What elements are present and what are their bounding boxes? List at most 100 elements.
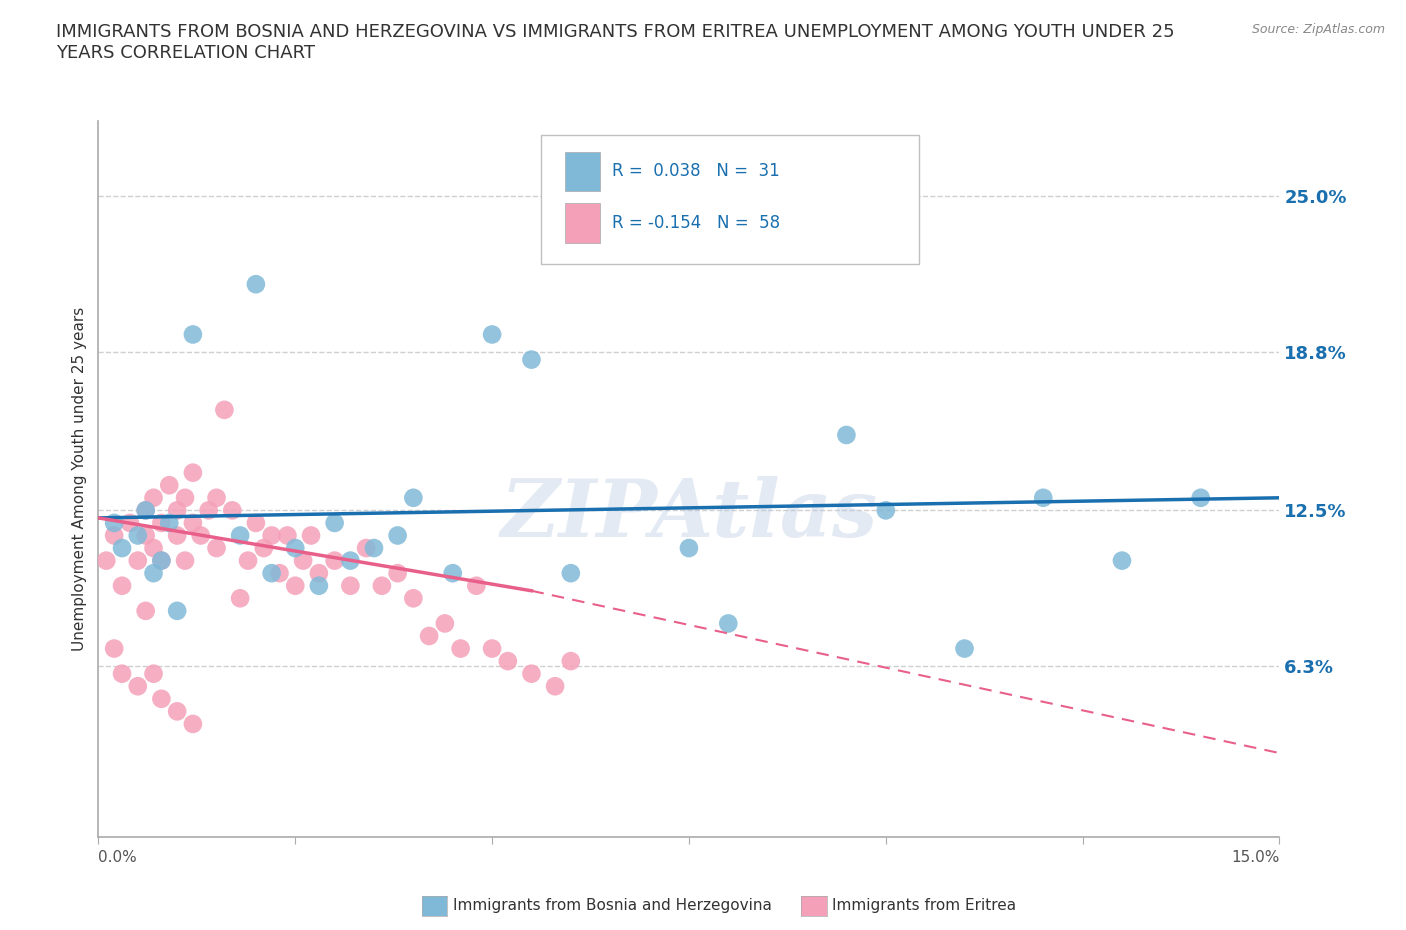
Point bbox=[174, 553, 197, 568]
Point bbox=[953, 641, 976, 656]
Point bbox=[835, 428, 858, 443]
Point bbox=[142, 540, 165, 555]
Point bbox=[450, 641, 472, 656]
Text: 0.0%: 0.0% bbox=[98, 850, 138, 865]
Point bbox=[127, 679, 149, 694]
Point bbox=[135, 503, 157, 518]
Text: Immigrants from Bosnia and Herzegovina: Immigrants from Bosnia and Herzegovina bbox=[453, 898, 772, 913]
Point bbox=[166, 604, 188, 618]
Point bbox=[323, 515, 346, 530]
Point bbox=[111, 540, 134, 555]
Point bbox=[465, 578, 488, 593]
Point bbox=[1189, 490, 1212, 505]
Point bbox=[135, 604, 157, 618]
Point bbox=[284, 540, 307, 555]
Point bbox=[245, 277, 267, 292]
Point bbox=[142, 490, 165, 505]
Text: R =  0.038   N =  31: R = 0.038 N = 31 bbox=[612, 162, 780, 180]
Point bbox=[150, 553, 173, 568]
Point bbox=[276, 528, 298, 543]
Text: R = -0.154   N =  58: R = -0.154 N = 58 bbox=[612, 214, 780, 232]
Point bbox=[205, 540, 228, 555]
Point bbox=[166, 503, 188, 518]
Point bbox=[96, 553, 118, 568]
Point bbox=[402, 591, 425, 605]
Point bbox=[387, 528, 409, 543]
Point bbox=[363, 540, 385, 555]
Point bbox=[229, 591, 252, 605]
Point bbox=[520, 352, 543, 367]
Point bbox=[103, 515, 125, 530]
Point bbox=[181, 327, 204, 342]
Point bbox=[205, 490, 228, 505]
Point bbox=[260, 565, 283, 580]
Point bbox=[544, 679, 567, 694]
Text: 15.0%: 15.0% bbox=[1232, 850, 1279, 865]
Point bbox=[339, 578, 361, 593]
Point bbox=[135, 503, 157, 518]
Point bbox=[269, 565, 291, 580]
Point bbox=[103, 528, 125, 543]
Point bbox=[678, 540, 700, 555]
FancyBboxPatch shape bbox=[565, 152, 600, 191]
Point bbox=[433, 616, 456, 631]
Point bbox=[441, 565, 464, 580]
Point bbox=[150, 515, 173, 530]
Point bbox=[103, 641, 125, 656]
Point bbox=[560, 654, 582, 669]
Point bbox=[135, 528, 157, 543]
Point bbox=[387, 565, 409, 580]
Point bbox=[111, 578, 134, 593]
Point bbox=[181, 465, 204, 480]
Point bbox=[284, 578, 307, 593]
Point bbox=[127, 553, 149, 568]
Point bbox=[371, 578, 394, 593]
Point bbox=[1111, 553, 1133, 568]
Point bbox=[111, 666, 134, 681]
Point bbox=[150, 553, 173, 568]
Point bbox=[481, 641, 503, 656]
Point bbox=[157, 478, 180, 493]
Point bbox=[142, 666, 165, 681]
Point bbox=[875, 503, 897, 518]
Point bbox=[308, 565, 330, 580]
Point bbox=[166, 704, 188, 719]
Point bbox=[142, 565, 165, 580]
Point bbox=[339, 553, 361, 568]
Text: IMMIGRANTS FROM BOSNIA AND HERZEGOVINA VS IMMIGRANTS FROM ERITREA UNEMPLOYMENT A: IMMIGRANTS FROM BOSNIA AND HERZEGOVINA V… bbox=[56, 23, 1175, 62]
Point bbox=[229, 528, 252, 543]
Point bbox=[481, 327, 503, 342]
Point bbox=[127, 528, 149, 543]
Point bbox=[717, 616, 740, 631]
Point bbox=[323, 553, 346, 568]
Point bbox=[253, 540, 276, 555]
Point bbox=[236, 553, 259, 568]
Point bbox=[197, 503, 219, 518]
FancyBboxPatch shape bbox=[565, 204, 600, 243]
Point bbox=[174, 490, 197, 505]
Text: Immigrants from Eritrea: Immigrants from Eritrea bbox=[832, 898, 1017, 913]
Point bbox=[245, 515, 267, 530]
Point bbox=[292, 553, 315, 568]
Point bbox=[118, 515, 141, 530]
Point bbox=[157, 515, 180, 530]
Y-axis label: Unemployment Among Youth under 25 years: Unemployment Among Youth under 25 years bbox=[72, 307, 87, 651]
Point bbox=[308, 578, 330, 593]
Point bbox=[418, 629, 440, 644]
Point bbox=[260, 528, 283, 543]
Point bbox=[181, 716, 204, 731]
Point bbox=[150, 691, 173, 706]
Point bbox=[221, 503, 243, 518]
Point bbox=[520, 666, 543, 681]
Point bbox=[560, 565, 582, 580]
Point bbox=[354, 540, 377, 555]
Point bbox=[1032, 490, 1054, 505]
Point bbox=[496, 654, 519, 669]
Point bbox=[181, 515, 204, 530]
FancyBboxPatch shape bbox=[541, 135, 920, 264]
Point bbox=[166, 528, 188, 543]
Point bbox=[214, 403, 236, 418]
Text: Source: ZipAtlas.com: Source: ZipAtlas.com bbox=[1251, 23, 1385, 36]
Text: ZIPAtlas: ZIPAtlas bbox=[501, 476, 877, 553]
Point bbox=[402, 490, 425, 505]
